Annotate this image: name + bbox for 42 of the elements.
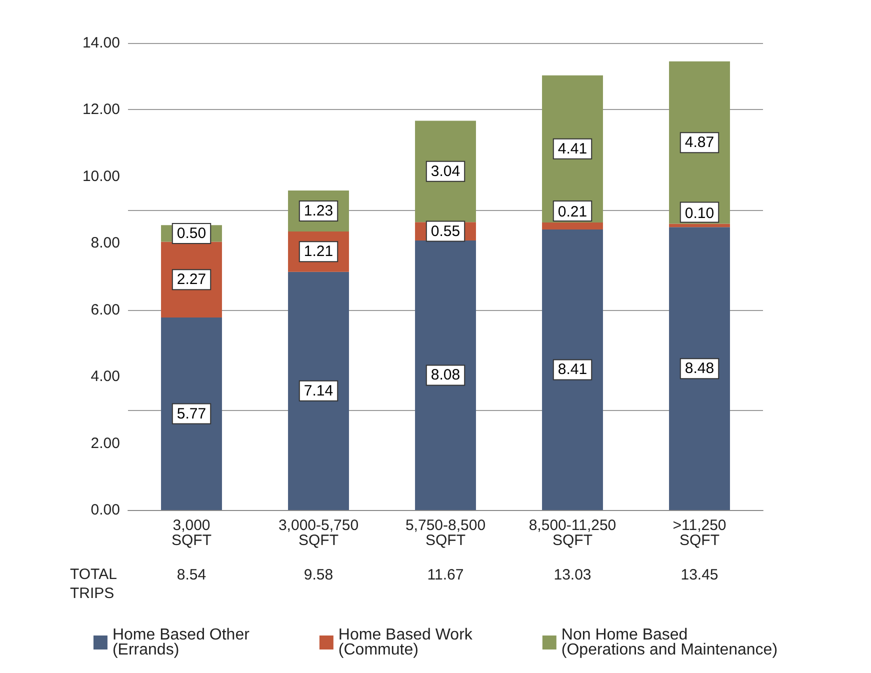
x-tick-label: >11,250 SQFT	[672, 517, 726, 549]
y-tick-label: 14.00	[82, 34, 120, 52]
legend-label: Home Based Work (Commute)	[338, 626, 474, 658]
text: 11.67	[427, 566, 464, 584]
bar	[669, 224, 730, 228]
text: 8.54	[176, 566, 206, 584]
bar	[542, 229, 603, 510]
y-tick-label: 10.00	[82, 168, 120, 185]
y-tick-label: 6.00	[90, 301, 120, 318]
x-tick-label: 3,000-5,750 SQFT	[278, 517, 359, 549]
data-label: 8.48	[684, 360, 714, 378]
y-tick-label: 2.00	[90, 434, 120, 452]
bar	[288, 272, 349, 510]
data-label: 1.21	[304, 243, 334, 260]
x-tick-label: 8,500-11,250 SQFT	[528, 517, 616, 549]
data-label: 8.41	[558, 361, 588, 378]
data-label: 0.21	[558, 203, 588, 220]
data-label: 7.14	[304, 382, 334, 400]
y-tick-label: 8.00	[90, 234, 120, 252]
data-label: 8.08	[430, 366, 460, 384]
data-label: 1.23	[304, 202, 334, 220]
x-tick-label: 3,000 SQFT	[172, 517, 212, 549]
bar	[161, 318, 222, 510]
data-label: 2.27	[176, 271, 206, 288]
legend-label: Home Based Other (Errands)	[112, 626, 250, 658]
data-label: 0.55	[430, 222, 460, 240]
text: TOTAL TRIPS	[70, 566, 117, 602]
x-tick-label: 5,750-8,500 SQFT	[405, 517, 486, 549]
data-label: 5.77	[176, 405, 206, 422]
legend-label: Non Home Based (Operations and Maintenance)	[561, 626, 778, 658]
bar	[669, 227, 730, 510]
data-label: 0.50	[176, 224, 206, 242]
y-tick-label: 12.00	[82, 101, 120, 118]
text: 9.58	[304, 566, 334, 584]
data-label: 4.87	[684, 134, 714, 152]
data-label: 3.04	[430, 162, 460, 180]
y-tick-label: 0.00	[90, 502, 120, 518]
text: 13.45	[680, 566, 718, 584]
text: 13.03	[554, 566, 592, 584]
data-label: 0.10	[684, 204, 714, 222]
y-tick-label: 4.00	[90, 368, 120, 386]
data-label: 4.41	[558, 140, 588, 158]
